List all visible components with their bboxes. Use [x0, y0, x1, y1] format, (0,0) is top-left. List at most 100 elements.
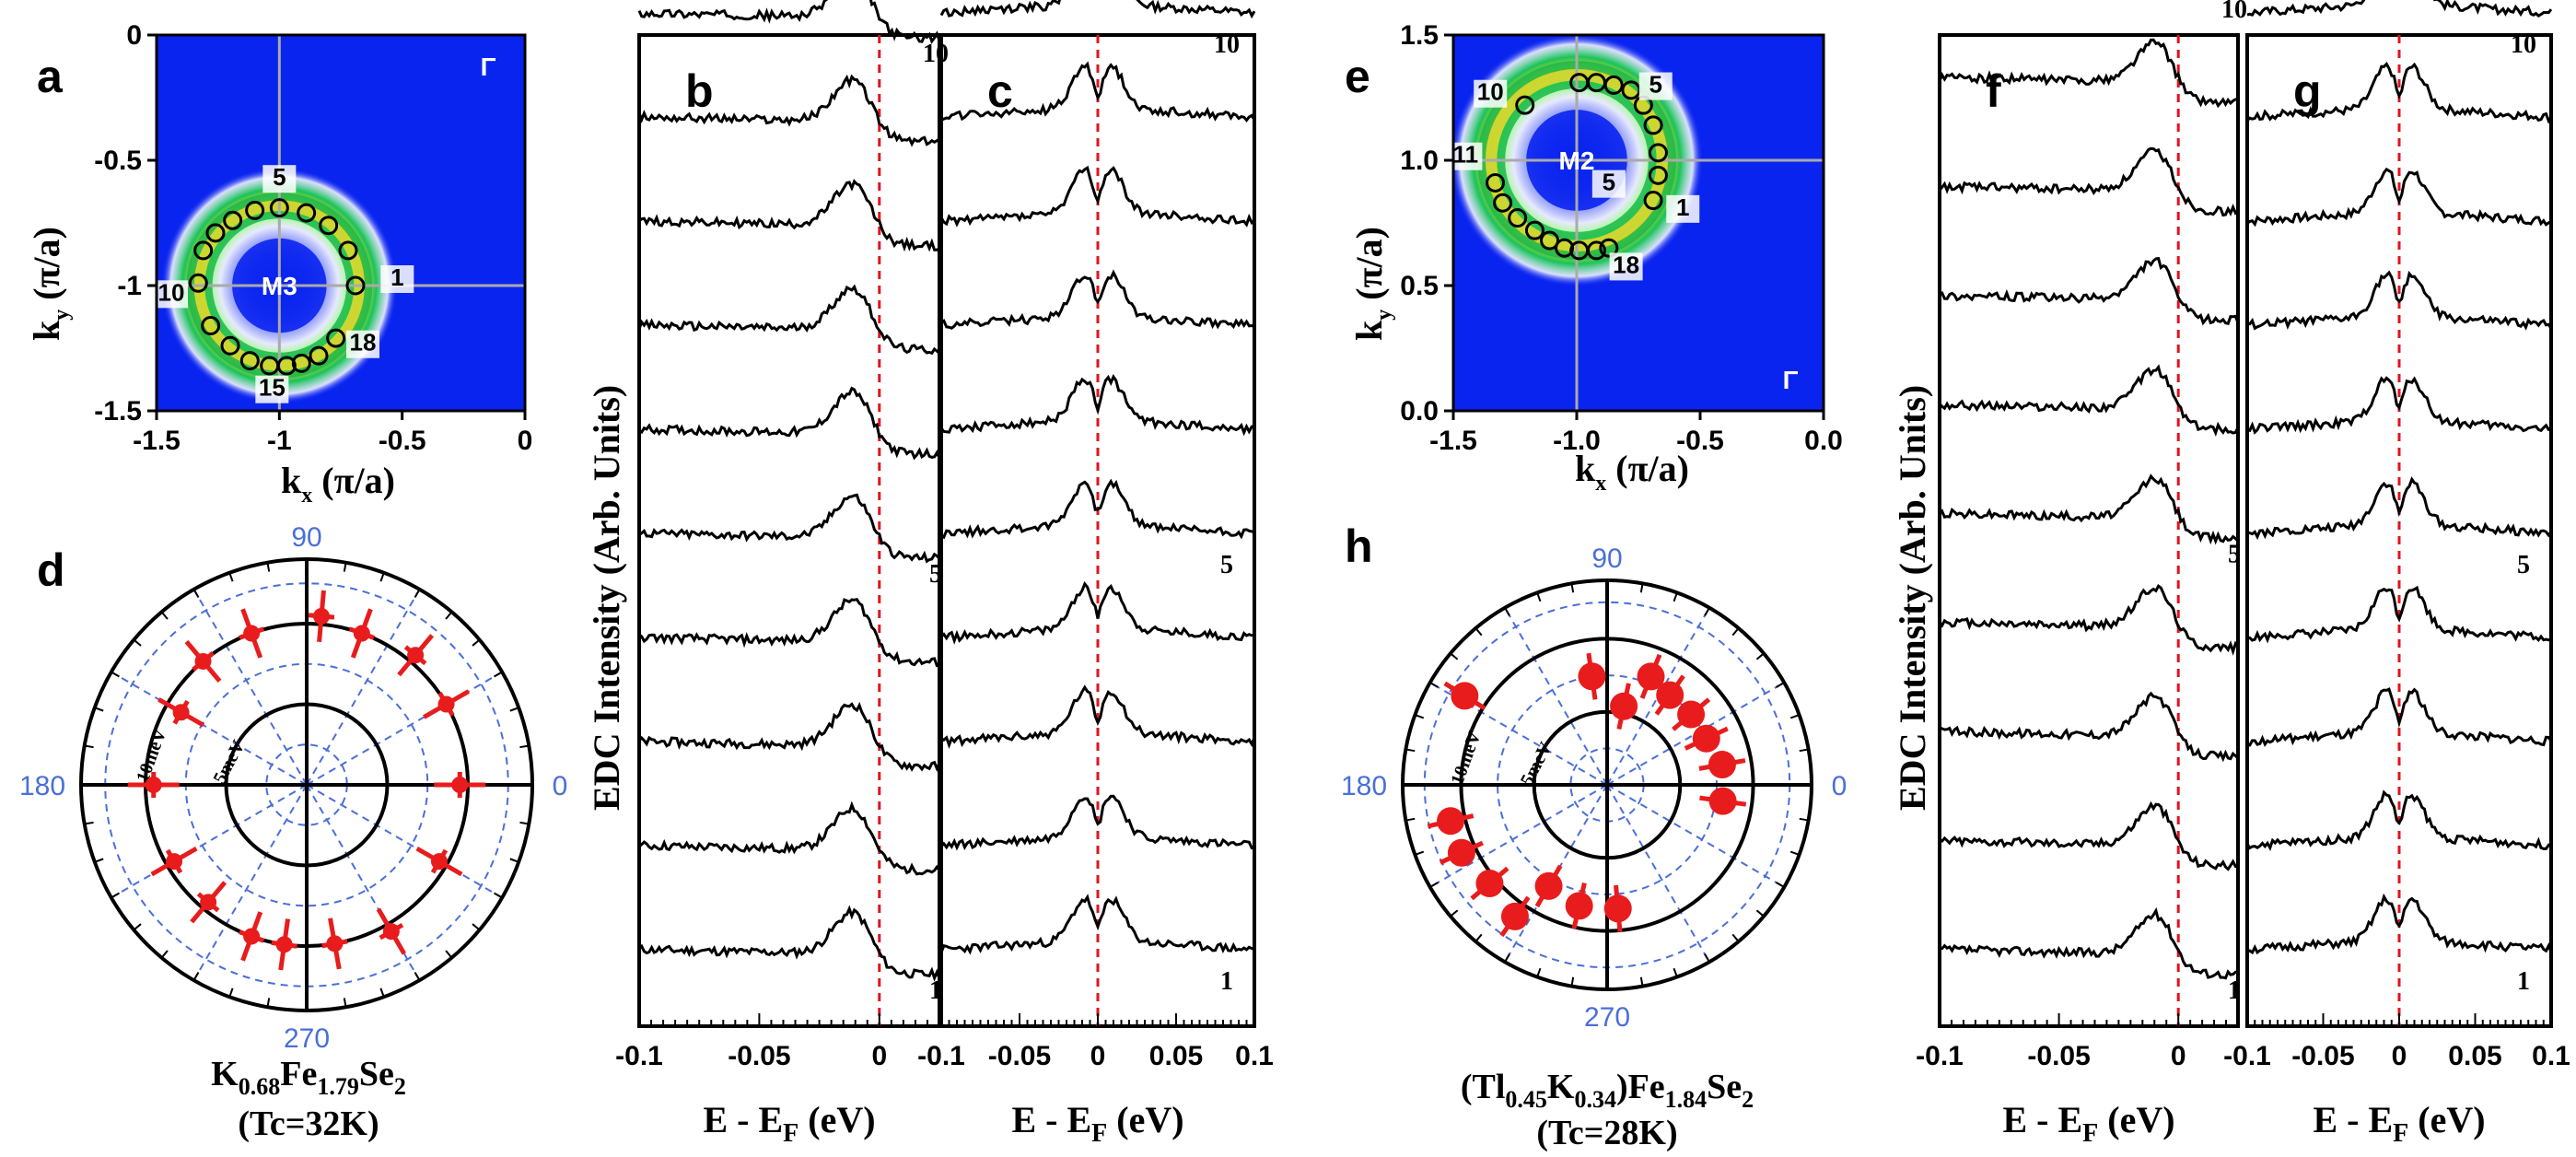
tc-d: (Tc=32K): [238, 1104, 379, 1143]
polar-tick: [266, 562, 271, 572]
kf-point: [338, 240, 358, 261]
edc-curve: [939, 374, 1255, 437]
polar-tick: [1415, 714, 1425, 719]
kf-point: [1648, 143, 1668, 163]
polar-grid-spoke: [1504, 607, 1608, 786]
kf-point: [276, 356, 297, 376]
polar-tick: [1504, 607, 1510, 616]
gap-point: [200, 894, 217, 911]
polar-tick: [84, 744, 94, 749]
curve-label: 5: [2517, 551, 2530, 579]
polar-tick: [228, 572, 234, 582]
kf-point: [1648, 165, 1668, 185]
polar-grid-spoke: [192, 589, 308, 786]
polar-tick: [343, 562, 347, 572]
polar-tick: [1570, 976, 1575, 987]
edc-curve: [940, 684, 1256, 749]
kf-point: [1486, 172, 1506, 193]
kf-point: [1540, 230, 1560, 251]
curve-label: 1: [2228, 976, 2241, 1005]
polar-tick: [414, 972, 421, 981]
polar-tick: [494, 671, 503, 678]
cut-label-bg: [1474, 79, 1508, 108]
kf-point: [1515, 95, 1535, 115]
edc-curve: [939, 894, 1255, 955]
polar-tick: [160, 950, 169, 959]
x-tick-label: 0.05: [2448, 1041, 2501, 1071]
edc-curve: [637, 701, 941, 772]
edc-curve: [939, 165, 1255, 228]
polar-tick: [1474, 933, 1483, 942]
polar-tick: [509, 858, 519, 863]
panel-f: 1 5 10 -0.1 -0.05 0 f E - EF (eV): [1916, 0, 2247, 1148]
kf-point: [245, 200, 265, 220]
gap-point: [243, 928, 261, 945]
x-tick-label: 0.1: [1235, 1041, 1274, 1071]
polar-tick: [1450, 909, 1459, 917]
gap-point: [1565, 892, 1593, 920]
edc-curve: [638, 905, 941, 982]
gap-point: [1708, 750, 1736, 778]
polar-tick: [1673, 967, 1678, 977]
edc-curve: [1938, 473, 2240, 545]
kf-point: [223, 210, 243, 230]
angle-270: 270: [1584, 1002, 1630, 1033]
polar-tick: [1639, 583, 1644, 593]
gap-point: [243, 625, 261, 642]
gap-point: [382, 923, 400, 941]
edc-curve: [940, 269, 1255, 330]
kf-point: [1508, 208, 1528, 228]
polar-tick: [228, 988, 234, 998]
polar-tick: [379, 572, 385, 582]
edc-curve: [2246, 167, 2552, 228]
edc-curve: [638, 179, 940, 252]
gap-point: [1534, 871, 1563, 900]
xlabel-e: kx (π/a): [1575, 448, 1689, 496]
x-tick-label: -1.5: [1429, 426, 1477, 456]
polar-tick: [1536, 967, 1542, 977]
edc-curve: [939, 794, 1255, 851]
cut-label-bg: [1609, 252, 1643, 281]
edc-curve: [638, 493, 941, 564]
polar-tick: [133, 923, 142, 931]
edc-curve: [2246, 0, 2553, 18]
edc-curve: [2246, 476, 2553, 541]
x-tick-label: -1.0: [1553, 426, 1601, 456]
polar-tick: [94, 707, 104, 712]
gap-point: [275, 936, 293, 953]
cut-label: 5: [273, 163, 286, 191]
x-tick-label: 0: [518, 426, 533, 456]
edc-curve: [2246, 376, 2552, 435]
edc-curve: [1938, 364, 2240, 438]
panel-h: 90 180 0 270 10meV 5meV: [1341, 543, 1847, 1033]
polar-tick: [343, 998, 347, 1008]
kf-point: [201, 316, 221, 336]
polar-tick: [1799, 748, 1809, 753]
curve-label: 1: [2517, 967, 2530, 996]
gap-point: [313, 607, 331, 625]
gap-point: [407, 647, 425, 664]
polar-tick: [1429, 682, 1439, 688]
cut-label-bg: [1666, 194, 1700, 223]
edc-curve: [2246, 585, 2552, 644]
cut-label: 1: [390, 263, 403, 291]
cut-label-bg: [255, 375, 289, 403]
panel-letter: g: [2293, 65, 2322, 117]
polar-tick: [111, 671, 120, 678]
polar-tick: [266, 998, 271, 1008]
panel-letter: c: [987, 65, 1013, 117]
edc-curve: [2245, 62, 2553, 124]
polar-tick: [509, 707, 519, 712]
map-frame: [1451, 33, 1825, 413]
polar-tick: [1415, 850, 1425, 856]
edc-curve: [940, 478, 1255, 540]
kf-point: [269, 198, 289, 218]
edc-frame: [637, 33, 941, 1028]
gap-point: [1447, 838, 1475, 867]
kf-point: [326, 328, 346, 348]
x-axis-label: E - EF (eV): [703, 1099, 875, 1148]
x-axis-label: E - EF (eV): [2313, 1099, 2485, 1148]
gap-point: [353, 625, 370, 642]
polar-tick: [1639, 976, 1644, 987]
